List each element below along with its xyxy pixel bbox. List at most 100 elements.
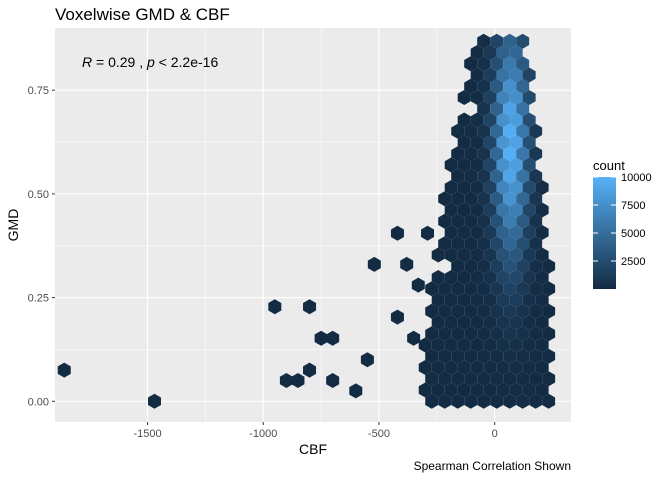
hex-bin [470, 247, 484, 263]
hex-bin [496, 180, 510, 196]
hex-bin [516, 33, 530, 49]
hex-bin [542, 258, 556, 274]
hex-bin [464, 146, 478, 162]
hex-bin [490, 56, 504, 72]
hex-bin [268, 299, 282, 315]
hex-bin [464, 191, 478, 207]
hex-bin [464, 78, 478, 94]
hex-bin [444, 360, 458, 376]
hex-bin [477, 56, 491, 72]
hex-bin [535, 382, 549, 398]
hex-bin [509, 180, 523, 196]
hex-bin [516, 393, 530, 409]
hex-bin [483, 112, 497, 128]
hex-bin [542, 348, 556, 364]
hex-bin [522, 157, 536, 173]
hex-bin [490, 33, 504, 49]
hex-bin [349, 383, 363, 399]
hex-bin [490, 78, 504, 94]
hex-bin [490, 101, 504, 117]
hex-bin [477, 213, 491, 229]
hex-bin [509, 337, 523, 353]
hex-bin [464, 371, 478, 387]
hex-bin [464, 236, 478, 252]
hex-bin [529, 146, 543, 162]
hex-bin [503, 78, 517, 94]
hex-bin [438, 393, 452, 409]
hex-bin [522, 202, 536, 218]
y-tick-label: 0.75 [28, 85, 49, 97]
hex-bin [522, 360, 536, 376]
hex-bin [529, 168, 543, 184]
hex-bin [509, 67, 523, 83]
hex-bin [425, 371, 439, 387]
hex-bin [438, 348, 452, 364]
y-tick-label: 0.00 [28, 396, 49, 408]
hex-bin [438, 281, 452, 297]
x-tick-label: -1500 [133, 428, 161, 440]
hex-bin [496, 157, 510, 173]
hex-bin [470, 360, 484, 376]
hex-bins [57, 33, 556, 409]
hex-bin [503, 393, 517, 409]
hex-bin [503, 281, 517, 297]
hex-bin [535, 292, 549, 308]
hex-bin [326, 330, 340, 346]
hex-bin [464, 123, 478, 139]
hex-bin [522, 270, 536, 286]
hex-bin [457, 135, 471, 151]
hex-bin [407, 330, 421, 346]
hex-bin [444, 202, 458, 218]
hex-bin [522, 225, 536, 241]
y-tick-label: 0.50 [28, 189, 49, 201]
hex-bin [503, 168, 517, 184]
hex-bin [470, 135, 484, 151]
hex-bin [542, 393, 556, 409]
hex-bin [457, 247, 471, 263]
hex-bin [503, 326, 517, 342]
hex-bin [477, 191, 491, 207]
hex-bin [451, 146, 465, 162]
hex-bin [291, 373, 305, 389]
hex-bin [477, 33, 491, 49]
hex-bin [444, 315, 458, 331]
hex-bin [438, 191, 452, 207]
hex-bin [535, 225, 549, 241]
x-tick-label: -500 [368, 428, 390, 440]
hex-bin [464, 326, 478, 342]
x-axis: -1500 -1000 -500 0 [133, 422, 498, 440]
hex-bin [425, 393, 439, 409]
hex-bin [444, 292, 458, 308]
hex-bin [431, 360, 445, 376]
hex-bin [444, 247, 458, 263]
hex-bin [314, 330, 328, 346]
x-axis-title: CBF [299, 441, 327, 457]
hex-bin [451, 191, 465, 207]
hex-bin [438, 303, 452, 319]
x-tick-label: 0 [492, 428, 498, 440]
hex-bin [444, 270, 458, 286]
hex-bin [535, 315, 549, 331]
hex-bin [503, 101, 517, 117]
hex-bin [503, 236, 517, 252]
hex-bin [457, 292, 471, 308]
hex-bin [509, 360, 523, 376]
hex-bin [444, 225, 458, 241]
hex-bin [535, 337, 549, 353]
hex-bin [483, 180, 497, 196]
hex-bin [490, 326, 504, 342]
hex-bin [483, 90, 497, 106]
hex-bin [457, 90, 471, 106]
hex-bin [516, 146, 530, 162]
hex-bin [390, 309, 404, 325]
hex-bin [496, 315, 510, 331]
p-value: < 2.2e-16 [155, 54, 219, 70]
hex-bin [483, 315, 497, 331]
hex-bin [509, 270, 523, 286]
hex-bin [496, 67, 510, 83]
hex-bin [483, 157, 497, 173]
hex-bin [457, 382, 471, 398]
hex-bin [516, 281, 530, 297]
hex-bin [496, 382, 510, 398]
